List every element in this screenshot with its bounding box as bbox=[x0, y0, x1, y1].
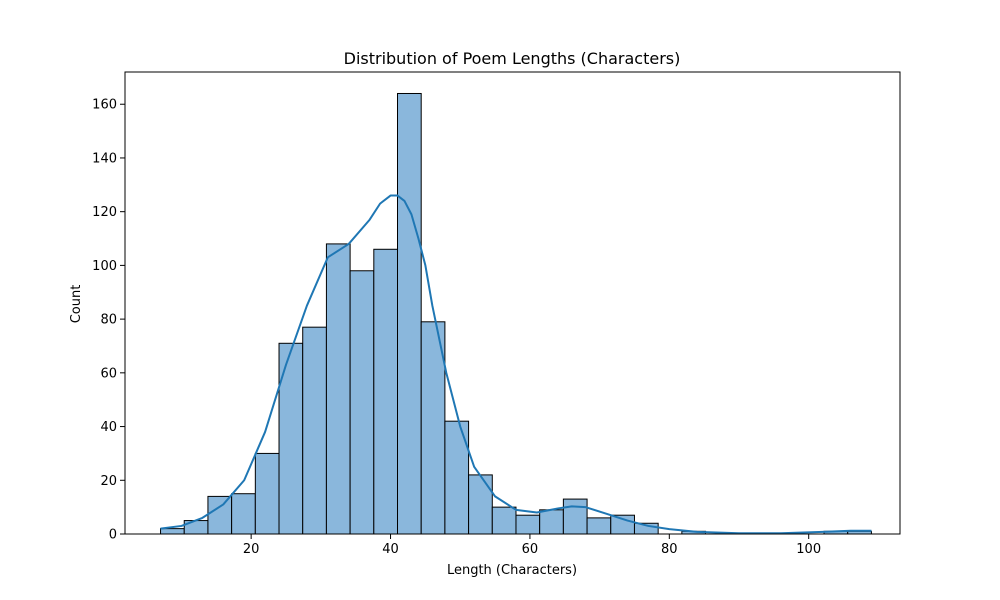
x-tick-label: 100 bbox=[796, 542, 821, 557]
x-axis-ticks: 20 40 60 80 100 bbox=[243, 534, 821, 557]
x-tick-label: 20 bbox=[243, 542, 260, 557]
histogram-bar bbox=[491, 506, 517, 535]
histogram-bar bbox=[349, 270, 375, 535]
y-tick-label: 100 bbox=[92, 259, 117, 274]
chart-title: Distribution of Poem Lengths (Characters… bbox=[344, 49, 681, 68]
kde-curve bbox=[160, 194, 872, 535]
y-tick-label: 0 bbox=[109, 528, 117, 543]
y-tick-label: 160 bbox=[92, 98, 117, 113]
histogram-bar bbox=[539, 509, 564, 535]
histogram-bar bbox=[302, 326, 327, 535]
histogram-bar bbox=[160, 528, 185, 535]
x-axis-label: Length (Characters) bbox=[447, 563, 577, 578]
histogram-bar bbox=[254, 452, 280, 535]
y-tick-label: 60 bbox=[100, 366, 117, 381]
y-tick-label: 140 bbox=[92, 151, 117, 166]
x-tick-label: 40 bbox=[382, 542, 399, 557]
y-axis-ticks: 0 20 40 60 80 100 120 140 160 bbox=[92, 98, 125, 543]
histogram-bar bbox=[468, 474, 493, 535]
plot-frame bbox=[124, 71, 901, 535]
histogram-bar bbox=[231, 493, 256, 535]
y-tick-label: 120 bbox=[92, 205, 117, 220]
x-tick-label: 60 bbox=[522, 542, 539, 557]
histogram-bar bbox=[562, 498, 588, 535]
histogram-bar bbox=[373, 248, 399, 535]
y-axis-label: Count bbox=[69, 285, 84, 324]
histogram-bar bbox=[207, 495, 233, 535]
bars-group bbox=[160, 92, 872, 535]
histogram-bar bbox=[278, 342, 304, 535]
y-tick-label: 80 bbox=[100, 313, 117, 328]
histogram-bar bbox=[586, 517, 612, 535]
histogram-bar bbox=[325, 243, 351, 535]
y-tick-label: 20 bbox=[100, 474, 117, 489]
y-tick-label: 40 bbox=[100, 420, 117, 435]
x-tick-label: 80 bbox=[661, 542, 678, 557]
histogram-bar bbox=[397, 92, 422, 535]
histogram-bar bbox=[515, 514, 541, 535]
